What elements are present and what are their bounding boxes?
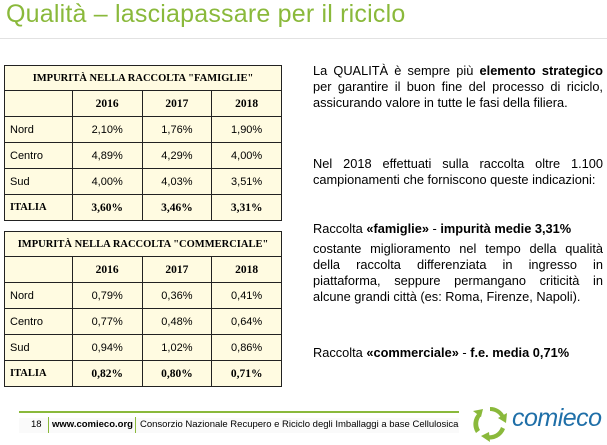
column-header: 2018 bbox=[211, 256, 282, 283]
corner-cell bbox=[4, 90, 73, 117]
region-cell: ITALIA bbox=[4, 194, 73, 221]
table-row: Sud 0,94% 1,02% 0,86% bbox=[4, 334, 282, 361]
footer-strip bbox=[19, 418, 459, 433]
text-emphasis: «famiglie» bbox=[366, 221, 429, 236]
value-cell: 0,41% bbox=[211, 282, 282, 309]
footer-separator bbox=[135, 417, 136, 433]
value-cell: 0,36% bbox=[141, 282, 213, 309]
value-cell: 0,82% bbox=[71, 360, 143, 387]
footer-link[interactable]: www.comieco.org bbox=[52, 419, 133, 430]
footer-description: Consorzio Nazionale Recupero e Riciclo d… bbox=[140, 419, 459, 430]
value-cell: 1,02% bbox=[141, 334, 213, 361]
region-cell: Nord bbox=[4, 282, 73, 309]
value-cell: 3,51% bbox=[211, 168, 282, 195]
value-cell: 4,00% bbox=[71, 168, 143, 195]
value-cell: 0,71% bbox=[211, 360, 282, 387]
table-header: IMPURITÀ NELLA RACCOLTA "FAMIGLIE" bbox=[4, 65, 282, 91]
paragraph-commerciale-heading: Raccolta «commerciale» - f.e. media 0,71… bbox=[313, 345, 603, 361]
logo-wordmark: comieco bbox=[512, 404, 602, 432]
region-cell: Centro bbox=[4, 308, 73, 335]
value-cell: 4,03% bbox=[141, 168, 213, 195]
table-commerciale: IMPURITÀ NELLA RACCOLTA "COMMERCIALE" 20… bbox=[4, 231, 282, 387]
value-cell: 0,80% bbox=[141, 360, 213, 387]
value-cell: 0,77% bbox=[71, 308, 143, 335]
text-emphasis: impurità medie 3,31% bbox=[440, 221, 572, 236]
value-cell: 4,00% bbox=[211, 142, 282, 169]
region-cell: ITALIA bbox=[4, 360, 73, 387]
column-header: 2018 bbox=[211, 90, 282, 117]
region-cell: Centro bbox=[4, 142, 73, 169]
paragraph-famiglie-heading: Raccolta «famiglie» - impurità medie 3,3… bbox=[313, 221, 603, 237]
column-header: 2016 bbox=[71, 256, 143, 283]
value-cell: 0,94% bbox=[71, 334, 143, 361]
value-cell: 3,31% bbox=[211, 194, 282, 221]
column-header: 2016 bbox=[71, 90, 143, 117]
table-row: Sud 4,00% 4,03% 3,51% bbox=[4, 168, 282, 195]
text-run: per garantire il buon fine del processo … bbox=[313, 79, 603, 110]
table-famiglie: IMPURITÀ NELLA RACCOLTA "FAMIGLIE" 2016 … bbox=[4, 65, 282, 221]
table-row: Centro 0,77% 0,48% 0,64% bbox=[4, 308, 282, 335]
text-emphasis: «commerciale» bbox=[366, 345, 459, 360]
text-run: - bbox=[458, 345, 471, 360]
table-header: IMPURITÀ NELLA RACCOLTA "COMMERCIALE" bbox=[4, 231, 282, 257]
value-cell: 0,79% bbox=[71, 282, 143, 309]
corner-cell bbox=[4, 256, 73, 283]
value-cell: 0,86% bbox=[211, 334, 282, 361]
footer-separator bbox=[48, 417, 49, 433]
title-divider bbox=[0, 38, 607, 39]
value-cell: 1,76% bbox=[141, 116, 213, 143]
total-row: ITALIA 3,60% 3,46% 3,31% bbox=[4, 194, 282, 221]
value-cell: 4,29% bbox=[141, 142, 213, 169]
text-emphasis: f.e. media 0,71% bbox=[470, 345, 570, 360]
value-cell: 0,48% bbox=[141, 308, 213, 335]
value-cell: 0,64% bbox=[211, 308, 282, 335]
recycle-arrows-icon bbox=[473, 406, 507, 442]
region-cell: Nord bbox=[4, 116, 73, 143]
page-number: 18 bbox=[31, 419, 42, 430]
table-row: Nord 2,10% 1,76% 1,90% bbox=[4, 116, 282, 143]
paragraph-improvement: costante miglioramento nel tempo della q… bbox=[313, 241, 603, 304]
value-cell: 3,60% bbox=[71, 194, 143, 221]
paragraph-sampling: Nel 2018 effettuati sulla raccolta oltre… bbox=[313, 156, 603, 187]
value-cell: 1,90% bbox=[211, 116, 282, 143]
page-title: Qualità – lasciapassare per il riciclo bbox=[6, 0, 406, 28]
region-cell: Sud bbox=[4, 334, 73, 361]
total-row: ITALIA 0,82% 0,80% 0,71% bbox=[4, 360, 282, 387]
text-run: - bbox=[428, 221, 441, 236]
text-run: Raccolta bbox=[313, 221, 367, 236]
text-run: La QUALITÀ è sempre più bbox=[313, 63, 480, 78]
value-cell: 2,10% bbox=[71, 116, 143, 143]
value-cell: 4,89% bbox=[71, 142, 143, 169]
column-header: 2017 bbox=[141, 90, 213, 117]
region-cell: Sud bbox=[4, 168, 73, 195]
table-row: Centro 4,89% 4,29% 4,00% bbox=[4, 142, 282, 169]
column-header: 2017 bbox=[141, 256, 213, 283]
text-run: Raccolta bbox=[313, 345, 367, 360]
paragraph-quality: La QUALITÀ è sempre più elemento strateg… bbox=[313, 63, 603, 111]
text-emphasis: elemento strategico bbox=[479, 63, 603, 78]
table-row: Nord 0,79% 0,36% 0,41% bbox=[4, 282, 282, 309]
value-cell: 3,46% bbox=[141, 194, 213, 221]
